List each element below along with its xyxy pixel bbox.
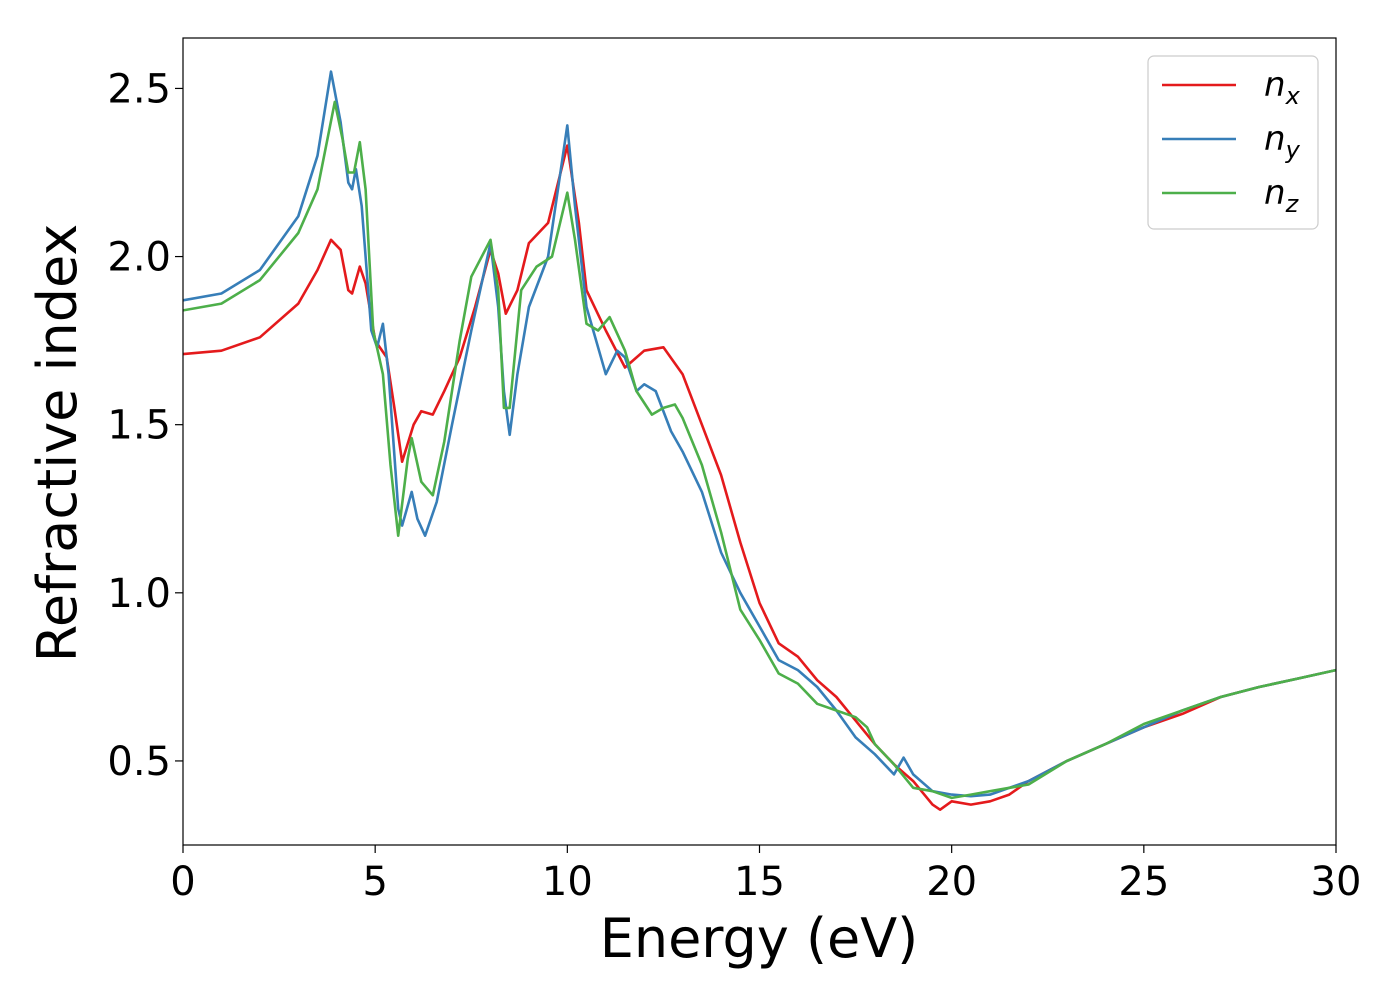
y-tick-label: 2.0 (107, 235, 171, 281)
legend-label-z: nz (1264, 173, 1300, 218)
x-tick-label: 20 (926, 859, 977, 905)
legend: nx ny nz (1147, 55, 1319, 230)
x-tick-label: 5 (362, 859, 387, 905)
y-tick-label: 0.5 (107, 739, 171, 785)
y-axis-ticks: 0.5 1.0 1.5 2.0 2.5 (107, 66, 183, 785)
y-tick-label: 2.5 (107, 66, 171, 112)
series-line-z (183, 100, 1336, 800)
legend-label-y: ny (1264, 119, 1301, 164)
x-tick-label: 25 (1118, 859, 1169, 905)
legend-box (1147, 55, 1319, 230)
series-line-x (183, 144, 1336, 811)
y-tick-label: 1.0 (107, 571, 171, 617)
y-axis-label: Refractive index (26, 224, 89, 663)
x-axis-ticks: 0 5 10 15 20 25 30 (170, 845, 1361, 905)
legend-label-x: nx (1264, 65, 1301, 110)
x-tick-label: 15 (734, 859, 785, 905)
x-axis-label: Energy (eV) (600, 907, 919, 970)
x-tick-label: 30 (1311, 859, 1362, 905)
y-tick-label: 1.5 (107, 403, 171, 449)
series-line-y (183, 70, 1336, 798)
x-tick-label: 0 (170, 859, 195, 905)
x-tick-label: 10 (542, 859, 593, 905)
